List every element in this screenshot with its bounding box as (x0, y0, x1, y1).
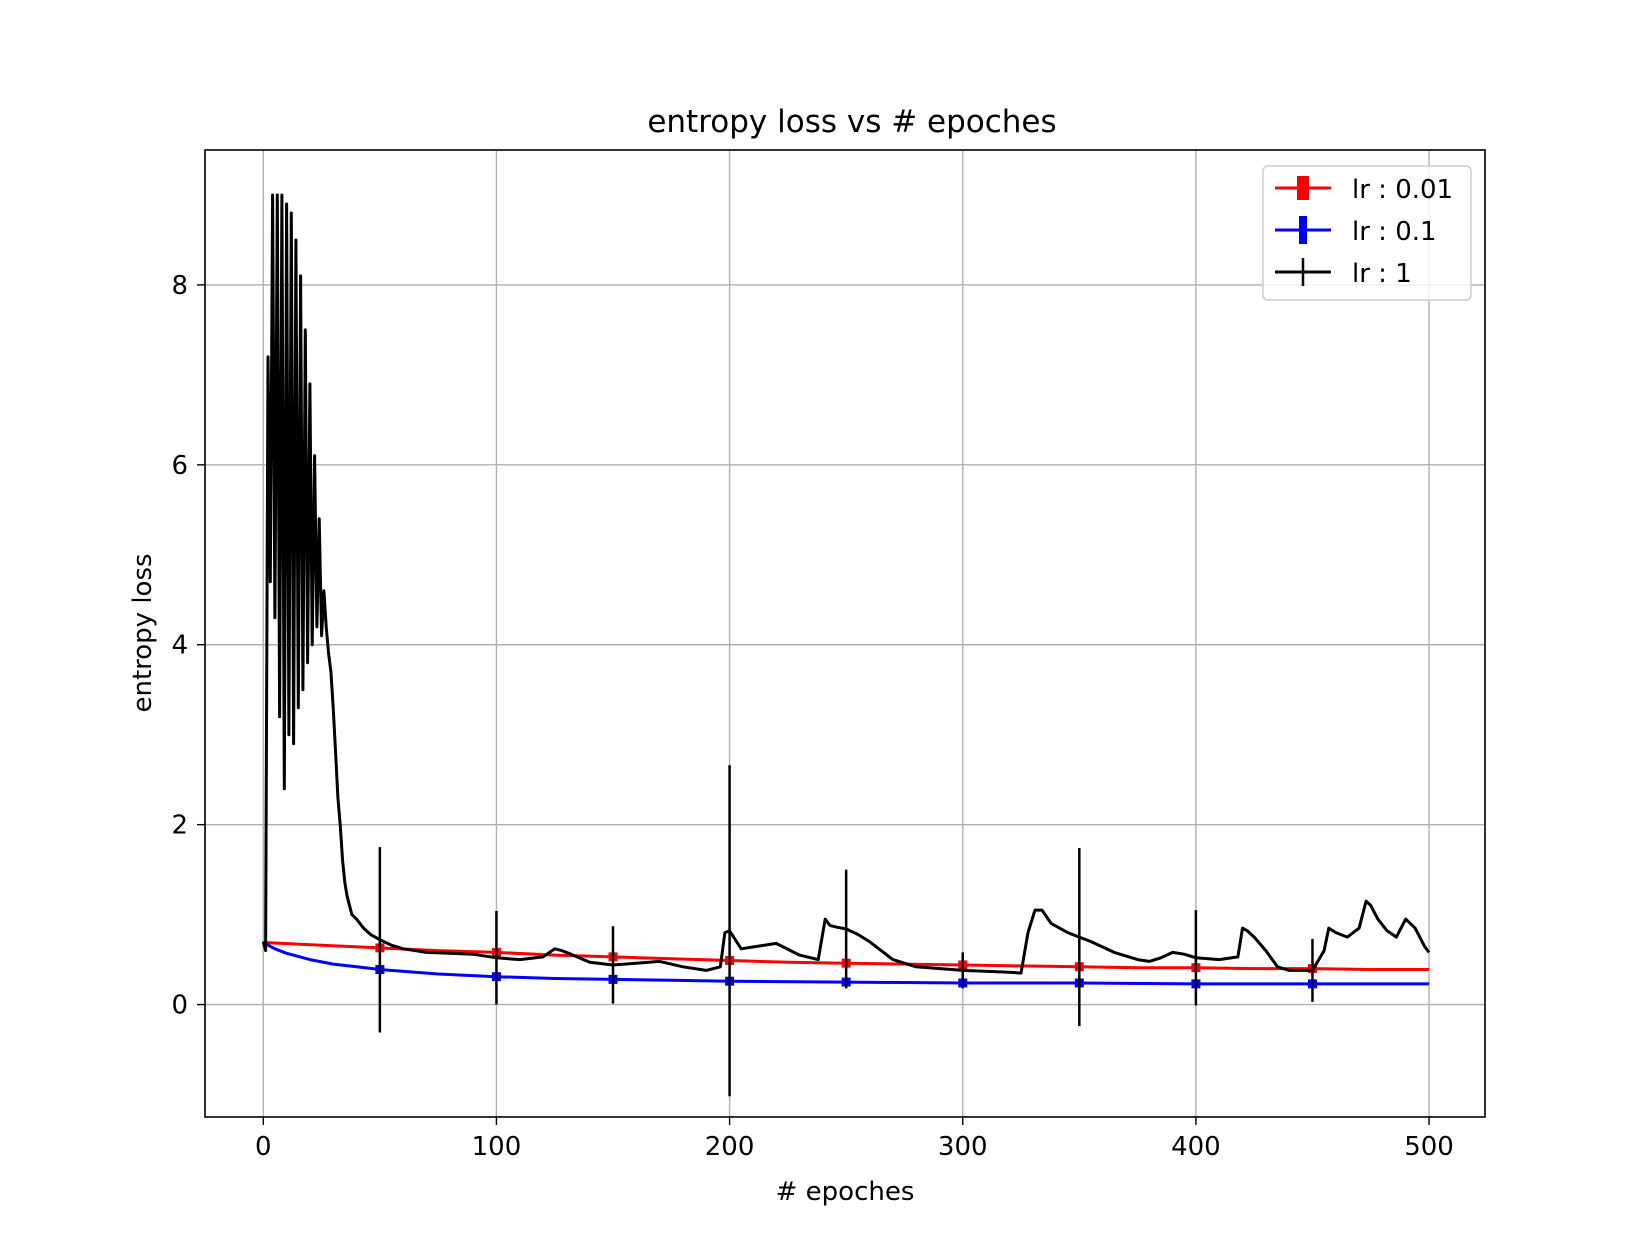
y-axis-label: entropy loss (128, 553, 158, 712)
axes-frame (204, 149, 1486, 1118)
y-tick-label: 4 (171, 631, 188, 661)
legend-entry-lr-0.1: lr : 0.1 (1275, 216, 1437, 247)
x-tick-label: 200 (705, 1132, 755, 1162)
legend-label: lr : 0.1 (1352, 217, 1437, 247)
legend: lr : 0.01 lr : 0.1 lr : 1 (1262, 165, 1472, 301)
y-tick-label: 8 (171, 271, 188, 301)
legend-box (1262, 165, 1472, 301)
legend-entry-lr-1: lr : 1 (1275, 258, 1412, 289)
legend-marker-red (1297, 176, 1309, 200)
series-line (261, 193, 1431, 975)
legend-label: lr : 1 (1352, 259, 1412, 289)
legend-marker-blue (1299, 216, 1307, 244)
x-tick-label: 500 (1404, 1132, 1454, 1162)
axis-ticks: 0 100 200 300 400 500 0 2 4 6 8 (171, 271, 1453, 1162)
y-tick-label: 2 (171, 811, 188, 841)
x-tick-label: 0 (255, 1132, 272, 1162)
y-tick-label: 6 (171, 451, 188, 481)
x-tick-label: 300 (938, 1132, 988, 1162)
plot-area (261, 193, 1431, 1097)
legend-label: lr : 0.01 (1352, 175, 1453, 205)
series-layer (261, 193, 1431, 1097)
legend-entry-lr-0.01: lr : 0.01 (1275, 175, 1453, 205)
x-tick-label: 400 (1171, 1132, 1221, 1162)
y-tick-label: 0 (171, 991, 188, 1021)
x-tick-label: 100 (472, 1132, 522, 1162)
chart-title: entropy loss vs # epoches (647, 104, 1056, 140)
x-axis-label: # epoches (776, 1177, 915, 1207)
series-3 (261, 193, 1431, 1097)
